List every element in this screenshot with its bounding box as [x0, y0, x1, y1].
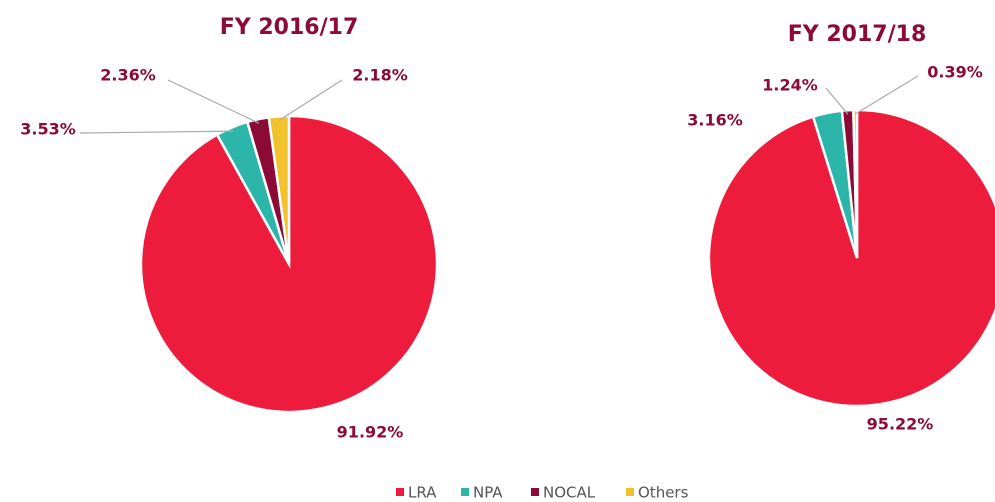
pie-slice — [707, 108, 995, 408]
legend-item: NOCAL — [543, 484, 596, 502]
data-label: 2.36% — [100, 66, 156, 85]
legend-swatch — [531, 488, 539, 496]
data-label: 3.16% — [687, 111, 743, 130]
legend-item: NPA — [473, 484, 503, 502]
legend-item: LRA — [408, 484, 437, 502]
pie-slice — [852, 108, 859, 259]
data-label: 91.92% — [337, 423, 404, 442]
legend-swatch — [396, 488, 404, 496]
leader-line — [825, 87, 849, 115]
data-label: 1.24% — [762, 76, 818, 95]
data-label: 0.39% — [927, 63, 983, 82]
data-label: 2.18% — [352, 66, 408, 85]
leader-line — [79, 130, 234, 134]
leader-line — [167, 79, 260, 124]
legend-swatch — [626, 488, 634, 496]
legend-swatch — [461, 488, 469, 496]
leader-line — [854, 75, 919, 115]
data-label: 3.53% — [20, 120, 76, 139]
leader-line — [278, 79, 343, 121]
chart-title: FY 2016/17 — [220, 15, 359, 40]
data-label: 95.22% — [867, 415, 934, 434]
legend-item: Others — [638, 484, 689, 502]
pie-slice — [267, 114, 291, 265]
chart-title: FY 2017/18 — [788, 22, 927, 47]
